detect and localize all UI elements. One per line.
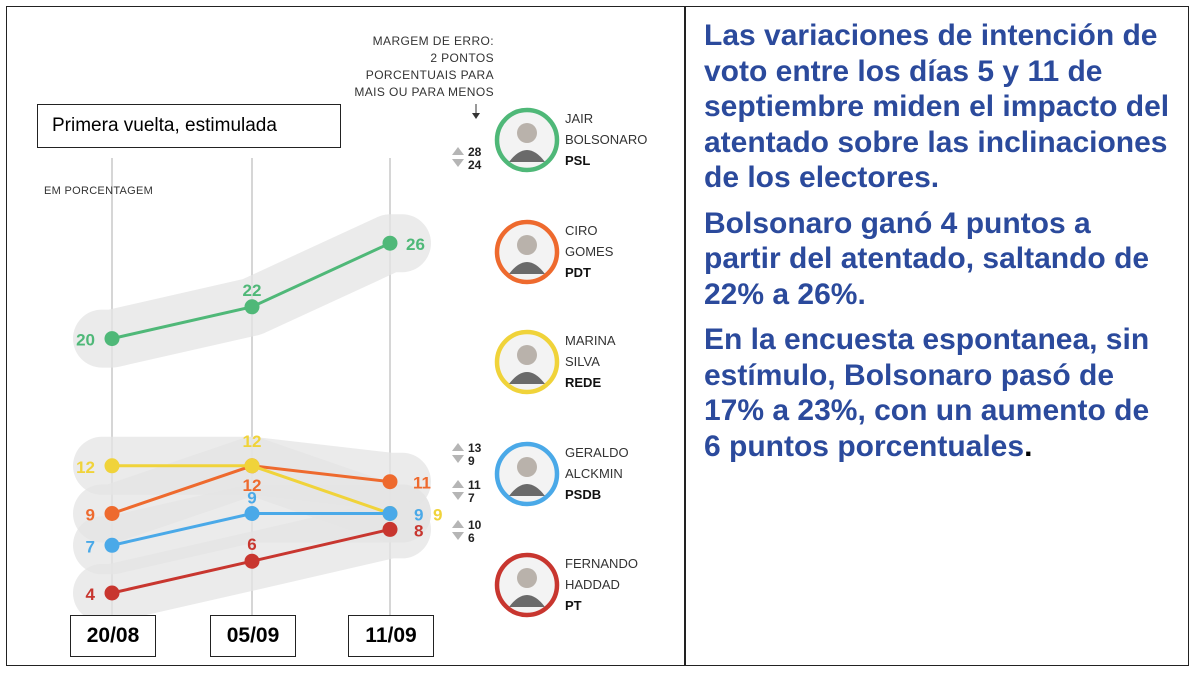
range-down-icon <box>452 455 464 463</box>
candidate-party: PSL <box>565 153 590 168</box>
chart-title: Primera vuelta, estimulada <box>37 104 341 148</box>
data-point <box>244 458 260 474</box>
candidate-first-name: CIRO <box>565 223 598 238</box>
range-down-icon <box>452 159 464 167</box>
data-point <box>382 506 398 521</box>
candidate-party: PSDB <box>565 487 601 502</box>
date-label: 20/08 <box>70 615 156 657</box>
data-label: 9 <box>414 506 423 525</box>
avatar-shoulders-icon <box>509 150 545 162</box>
data-label: 4 <box>86 585 96 604</box>
candidate-first-name: FERNANDO <box>565 556 638 571</box>
data-label: 20 <box>76 331 95 350</box>
data-label: 9 <box>86 506 95 525</box>
commentary-paragraph: Las variaciones de intención de voto ent… <box>704 19 1170 194</box>
candidate-first-name: GERALDO <box>565 445 629 460</box>
data-label: 7 <box>86 537 95 556</box>
data-point <box>244 553 260 569</box>
commentary-paragraph: En la encuesta espontanea, sin estímulo,… <box>704 322 1174 464</box>
avatar-shoulders-icon <box>509 262 545 274</box>
avatar-head-icon <box>517 457 537 477</box>
data-label: 26 <box>406 235 425 254</box>
date-label: 11/09 <box>348 615 434 657</box>
data-point <box>382 521 398 537</box>
margin-note-line: MARGEM DE ERRO: <box>372 34 494 48</box>
data-label: 22 <box>243 281 262 300</box>
unit-label: EM PORCENTAGEM <box>44 185 154 197</box>
candidate-first-name: JAIR <box>565 111 593 126</box>
candidate-party: PDT <box>565 265 591 280</box>
margin-note-line: MAIS OU PARA MENOS <box>354 85 494 99</box>
data-point <box>104 537 120 553</box>
commentary-paragraph-text: En la encuesta espontanea, sin estímulo,… <box>704 323 1150 463</box>
range-lower-label: 24 <box>468 158 482 172</box>
data-label: 12 <box>243 432 262 451</box>
avatar-head-icon <box>517 345 537 365</box>
data-point <box>382 235 398 251</box>
range-down-icon <box>452 532 464 540</box>
data-point <box>244 506 260 521</box>
panel-divider <box>684 6 686 666</box>
candidate-last-name: BOLSONARO <box>565 132 647 147</box>
range-up-icon <box>452 480 464 488</box>
note-arrowhead-icon <box>472 113 480 119</box>
commentary-paragraph: Bolsonaro ganó 4 puntos a partir del ate… <box>704 206 1150 311</box>
avatar-shoulders-icon <box>509 372 545 384</box>
candidate-last-name: SILVA <box>565 354 600 369</box>
candidate-last-name: GOMES <box>565 244 614 259</box>
range-upper-label: 13 <box>468 441 482 455</box>
candidate-party: PT <box>565 598 582 613</box>
data-label: 11 <box>413 474 431 493</box>
range-upper-label: 10 <box>468 518 482 532</box>
data-label: 12 <box>76 458 95 477</box>
range-lower-label: 7 <box>468 491 475 505</box>
data-label: 6 <box>247 535 256 554</box>
commentary-period: . <box>1024 429 1033 463</box>
data-point <box>104 506 120 521</box>
data-label: 9 <box>433 506 442 525</box>
data-point <box>382 474 398 490</box>
candidate-last-name: HADDAD <box>565 577 620 592</box>
data-label: 8 <box>414 521 423 540</box>
commentary-text: Las variaciones de intención de voto ent… <box>704 18 1174 474</box>
data-point <box>244 299 260 315</box>
avatar-head-icon <box>517 568 537 588</box>
date-label: 05/09 <box>210 615 296 657</box>
range-upper-label: 11 <box>468 478 481 492</box>
data-point <box>104 331 120 347</box>
data-point <box>104 458 120 474</box>
candidate-first-name: MARINA <box>565 333 616 348</box>
range-lower-label: 9 <box>468 454 475 468</box>
margin-note-line: PORCENTUAIS PARA <box>365 68 494 82</box>
range-down-icon <box>452 492 464 500</box>
data-label: 12 <box>243 476 262 495</box>
avatar-shoulders-icon <box>509 595 545 607</box>
range-up-icon <box>452 147 464 155</box>
margin-note-line: 2 PONTOS <box>430 51 494 65</box>
candidate-last-name: ALCKMIN <box>565 466 623 481</box>
avatar-head-icon <box>517 235 537 255</box>
candidate-party: REDE <box>565 375 601 390</box>
avatar-head-icon <box>517 123 537 143</box>
range-upper-label: 28 <box>468 145 482 159</box>
range-up-icon <box>452 443 464 451</box>
avatar-shoulders-icon <box>509 484 545 496</box>
range-up-icon <box>452 520 464 528</box>
data-point <box>104 585 120 601</box>
data-label: 9 <box>247 489 256 508</box>
margin-of-error-note: MARGEM DE ERRO: 2 PONTOS PORCENTUAIS PAR… <box>338 33 494 101</box>
range-lower-label: 6 <box>468 531 475 545</box>
